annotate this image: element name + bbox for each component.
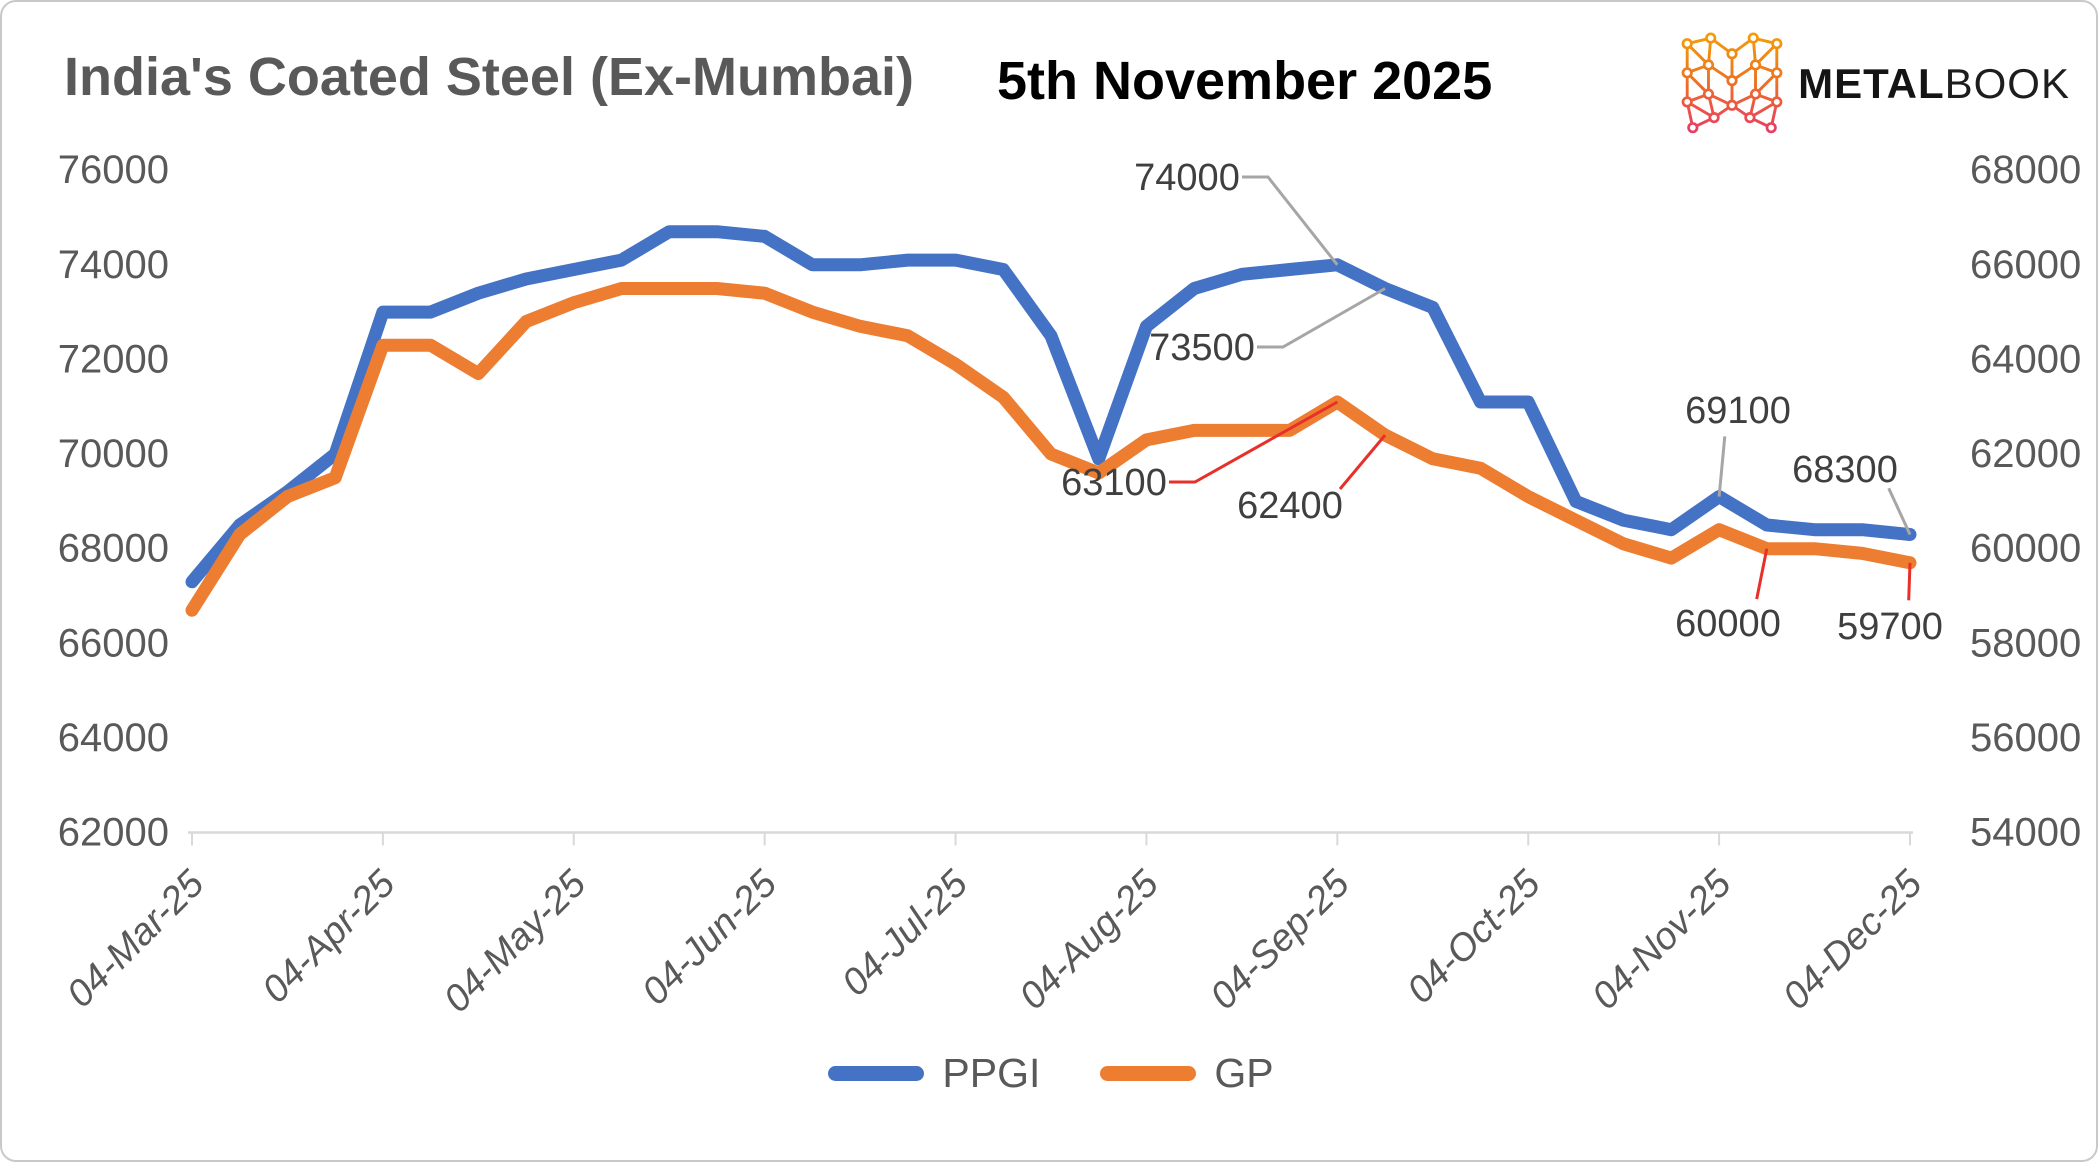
- brand-metal: METAL: [1798, 60, 1945, 107]
- annotation-label: 74000: [1134, 157, 1240, 199]
- y-axis-label-left: 62000: [58, 811, 169, 855]
- annotation-leader: [1717, 436, 1727, 497]
- y-axis-label-left: 76000: [58, 148, 169, 192]
- x-tick-label: 04-Dec-25: [1775, 862, 1931, 1018]
- y-axis-label-left: 64000: [58, 716, 169, 760]
- y-axis-label-right: 60000: [1970, 527, 2081, 571]
- y-axis-label-left: 68000: [58, 527, 169, 571]
- annotation-label: 68300: [1792, 449, 1898, 491]
- y-axis-label-right: 56000: [1970, 716, 2081, 760]
- x-tick-label: 04-Apr-25: [255, 862, 404, 1011]
- y-axis-label-right: 64000: [1970, 337, 2081, 381]
- legend-label-ppgi: PPGI: [942, 1050, 1041, 1096]
- y-axis-label-left: 72000: [58, 337, 169, 381]
- annotation-leader: [1338, 434, 1387, 490]
- x-tick-label: 04-Mar-25: [59, 862, 213, 1016]
- y-axis-label-left: 70000: [58, 432, 169, 476]
- x-tick-label: 04-Jul-25: [834, 862, 976, 1004]
- x-tick-label: 04-Sep-25: [1203, 862, 1359, 1018]
- y-axis-label-right: 68000: [1970, 148, 2081, 192]
- annotation-leader: [1755, 548, 1769, 600]
- y-axis-label-right: 54000: [1970, 811, 2081, 855]
- legend-item-ppgi: PPGI: [828, 1050, 1040, 1097]
- chart-legend: PPGI GP: [2, 1050, 2096, 1097]
- annotation-leader: [1257, 287, 1386, 349]
- x-tick-label: 04-Aug-25: [1012, 862, 1168, 1018]
- y-axis-label-right: 58000: [1970, 621, 2081, 665]
- annotation-label: 60000: [1675, 603, 1781, 645]
- y-axis-label-left: 66000: [58, 621, 169, 665]
- annotation-label: 69100: [1685, 390, 1791, 432]
- annotation-leader: [1242, 175, 1339, 266]
- annotation-label: 59700: [1837, 606, 1943, 648]
- annotation-label: 63100: [1061, 462, 1167, 504]
- y-axis-label-left: 74000: [58, 243, 169, 287]
- metalbook-logo: METALBOOK: [1676, 28, 2070, 140]
- annotation-leader: [1887, 487, 1912, 536]
- x-tick-label: 04-Jun-25: [634, 862, 785, 1013]
- x-tick-label: 04-Nov-25: [1584, 862, 1740, 1018]
- legend-swatch-gp: [1100, 1066, 1197, 1081]
- x-tick-label: 04-Oct-25: [1399, 862, 1549, 1012]
- y-axis-label-right: 66000: [1970, 243, 2081, 287]
- metalbook-network-m-icon: [1681, 32, 1783, 134]
- legend-swatch-ppgi: [828, 1066, 925, 1081]
- annotation-label: 73500: [1149, 327, 1255, 369]
- page-title: India's Coated Steel (Ex-Mumbai): [64, 47, 914, 107]
- annotation-label: 62400: [1237, 485, 1343, 527]
- series-ppgi-line: [185, 225, 1917, 589]
- annotation-leader: [1907, 562, 1912, 601]
- brand-book: BOOK: [1944, 60, 2070, 107]
- series-gp-line: [185, 282, 1917, 617]
- y-axis-label-right: 62000: [1970, 432, 2081, 476]
- brand-wordmark: METALBOOK: [1798, 60, 2070, 108]
- x-tick-label: 04-May-25: [436, 862, 595, 1021]
- annotation-leader: [1169, 400, 1339, 484]
- legend-label-gp: GP: [1214, 1050, 1274, 1096]
- report-date: 5th November 2025: [997, 51, 1493, 111]
- legend-item-gp: GP: [1100, 1050, 1274, 1097]
